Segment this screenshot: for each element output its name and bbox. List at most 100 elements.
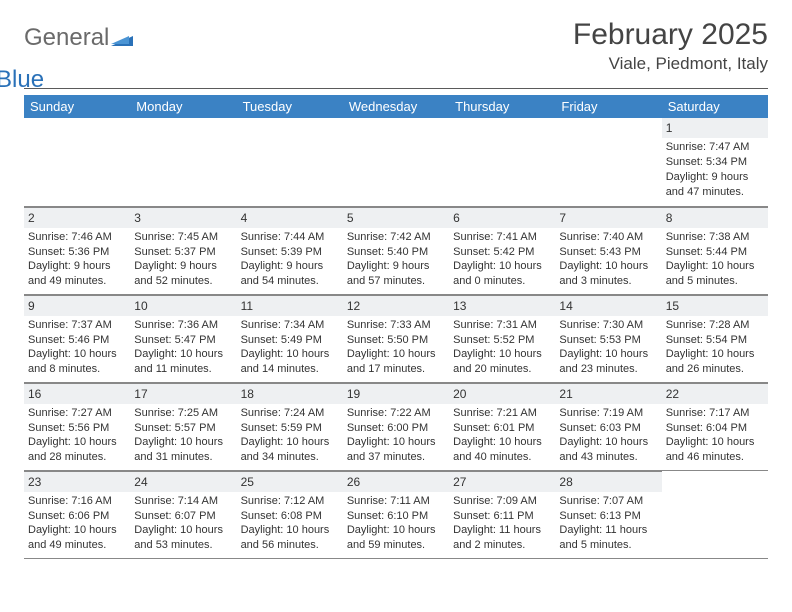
sunset-line: Sunset: 5:59 PM bbox=[241, 421, 339, 436]
calendar-body: 1Sunrise: 7:47 AMSunset: 5:34 PMDaylight… bbox=[24, 118, 768, 558]
day-number: 21 bbox=[555, 383, 661, 404]
day-number: 14 bbox=[555, 295, 661, 316]
day-number: 22 bbox=[662, 383, 768, 404]
calendar-week: 16Sunrise: 7:27 AMSunset: 5:56 PMDayligh… bbox=[24, 382, 768, 470]
day-details: Sunrise: 7:22 AMSunset: 6:00 PMDaylight:… bbox=[343, 404, 449, 469]
daylight-line: Daylight: 10 hours and 28 minutes. bbox=[28, 435, 126, 465]
brand-part1: General bbox=[24, 24, 109, 52]
calendar-cell: 21Sunrise: 7:19 AMSunset: 6:03 PMDayligh… bbox=[555, 382, 661, 470]
day-details: Sunrise: 7:38 AMSunset: 5:44 PMDaylight:… bbox=[662, 228, 768, 293]
daylight-line: Daylight: 10 hours and 5 minutes. bbox=[666, 259, 764, 289]
calendar-cell: 2Sunrise: 7:46 AMSunset: 5:36 PMDaylight… bbox=[24, 206, 130, 294]
day-details: Sunrise: 7:31 AMSunset: 5:52 PMDaylight:… bbox=[449, 316, 555, 381]
calendar-cell: 25Sunrise: 7:12 AMSunset: 6:08 PMDayligh… bbox=[237, 470, 343, 558]
day-details: Sunrise: 7:40 AMSunset: 5:43 PMDaylight:… bbox=[555, 228, 661, 293]
sunrise-line: Sunrise: 7:45 AM bbox=[134, 230, 232, 245]
day-number: 23 bbox=[24, 471, 130, 492]
weekday-header-row: SundayMondayTuesdayWednesdayThursdayFrid… bbox=[24, 95, 768, 118]
sunrise-line: Sunrise: 7:24 AM bbox=[241, 406, 339, 421]
day-details: Sunrise: 7:44 AMSunset: 5:39 PMDaylight:… bbox=[237, 228, 343, 293]
sunset-line: Sunset: 5:39 PM bbox=[241, 245, 339, 260]
calendar-cell: 19Sunrise: 7:22 AMSunset: 6:00 PMDayligh… bbox=[343, 382, 449, 470]
daylight-line: Daylight: 9 hours and 47 minutes. bbox=[666, 170, 764, 200]
day-details: Sunrise: 7:14 AMSunset: 6:07 PMDaylight:… bbox=[130, 492, 236, 557]
day-number: 24 bbox=[130, 471, 236, 492]
calendar-cell: 16Sunrise: 7:27 AMSunset: 5:56 PMDayligh… bbox=[24, 382, 130, 470]
calendar-cell: 3Sunrise: 7:45 AMSunset: 5:37 PMDaylight… bbox=[130, 206, 236, 294]
daylight-line: Daylight: 11 hours and 5 minutes. bbox=[559, 523, 657, 553]
weekday-header: Saturday bbox=[662, 95, 768, 118]
day-number: 9 bbox=[24, 295, 130, 316]
daylight-line: Daylight: 10 hours and 46 minutes. bbox=[666, 435, 764, 465]
day-number: 13 bbox=[449, 295, 555, 316]
day-number: 17 bbox=[130, 383, 236, 404]
day-number: 15 bbox=[662, 295, 768, 316]
flag-icon bbox=[111, 30, 133, 46]
day-number: 18 bbox=[237, 383, 343, 404]
daylight-line: Daylight: 10 hours and 40 minutes. bbox=[453, 435, 551, 465]
day-details: Sunrise: 7:30 AMSunset: 5:53 PMDaylight:… bbox=[555, 316, 661, 381]
calendar-cell bbox=[662, 470, 768, 558]
day-details: Sunrise: 7:42 AMSunset: 5:40 PMDaylight:… bbox=[343, 228, 449, 293]
sunrise-line: Sunrise: 7:27 AM bbox=[28, 406, 126, 421]
sunset-line: Sunset: 6:03 PM bbox=[559, 421, 657, 436]
day-number: 20 bbox=[449, 383, 555, 404]
calendar-cell: 9Sunrise: 7:37 AMSunset: 5:46 PMDaylight… bbox=[24, 294, 130, 382]
sunrise-line: Sunrise: 7:42 AM bbox=[347, 230, 445, 245]
sunset-line: Sunset: 5:53 PM bbox=[559, 333, 657, 348]
daylight-line: Daylight: 9 hours and 54 minutes. bbox=[241, 259, 339, 289]
sunrise-line: Sunrise: 7:11 AM bbox=[347, 494, 445, 509]
sunrise-line: Sunrise: 7:36 AM bbox=[134, 318, 232, 333]
day-details: Sunrise: 7:47 AMSunset: 5:34 PMDaylight:… bbox=[662, 138, 768, 203]
calendar-cell bbox=[237, 118, 343, 206]
calendar-week: 23Sunrise: 7:16 AMSunset: 6:06 PMDayligh… bbox=[24, 470, 768, 558]
calendar-cell bbox=[24, 118, 130, 206]
sunset-line: Sunset: 5:44 PM bbox=[666, 245, 764, 260]
daylight-line: Daylight: 9 hours and 49 minutes. bbox=[28, 259, 126, 289]
weekday-header: Friday bbox=[555, 95, 661, 118]
day-number: 4 bbox=[237, 207, 343, 228]
sunset-line: Sunset: 6:00 PM bbox=[347, 421, 445, 436]
daylight-line: Daylight: 10 hours and 17 minutes. bbox=[347, 347, 445, 377]
daylight-line: Daylight: 10 hours and 59 minutes. bbox=[347, 523, 445, 553]
daylight-line: Daylight: 10 hours and 14 minutes. bbox=[241, 347, 339, 377]
day-number: 19 bbox=[343, 383, 449, 404]
daylight-line: Daylight: 9 hours and 57 minutes. bbox=[347, 259, 445, 289]
sunset-line: Sunset: 6:10 PM bbox=[347, 509, 445, 524]
header-divider bbox=[24, 88, 768, 89]
calendar-cell: 1Sunrise: 7:47 AMSunset: 5:34 PMDaylight… bbox=[662, 118, 768, 206]
daylight-line: Daylight: 10 hours and 3 minutes. bbox=[559, 259, 657, 289]
calendar-cell: 13Sunrise: 7:31 AMSunset: 5:52 PMDayligh… bbox=[449, 294, 555, 382]
weekday-header: Monday bbox=[130, 95, 236, 118]
sunset-line: Sunset: 6:04 PM bbox=[666, 421, 764, 436]
calendar-cell: 27Sunrise: 7:09 AMSunset: 6:11 PMDayligh… bbox=[449, 470, 555, 558]
day-details: Sunrise: 7:36 AMSunset: 5:47 PMDaylight:… bbox=[130, 316, 236, 381]
calendar-cell bbox=[130, 118, 236, 206]
calendar-table: SundayMondayTuesdayWednesdayThursdayFrid… bbox=[24, 95, 768, 559]
title-block: February 2025 Viale, Piedmont, Italy bbox=[573, 18, 768, 74]
day-number: 6 bbox=[449, 207, 555, 228]
weekday-header: Thursday bbox=[449, 95, 555, 118]
day-details: Sunrise: 7:16 AMSunset: 6:06 PMDaylight:… bbox=[24, 492, 130, 557]
day-details: Sunrise: 7:37 AMSunset: 5:46 PMDaylight:… bbox=[24, 316, 130, 381]
weekday-header: Tuesday bbox=[237, 95, 343, 118]
day-details: Sunrise: 7:27 AMSunset: 5:56 PMDaylight:… bbox=[24, 404, 130, 469]
calendar-cell: 17Sunrise: 7:25 AMSunset: 5:57 PMDayligh… bbox=[130, 382, 236, 470]
daylight-line: Daylight: 10 hours and 56 minutes. bbox=[241, 523, 339, 553]
sunset-line: Sunset: 6:11 PM bbox=[453, 509, 551, 524]
daylight-line: Daylight: 10 hours and 49 minutes. bbox=[28, 523, 126, 553]
day-details: Sunrise: 7:21 AMSunset: 6:01 PMDaylight:… bbox=[449, 404, 555, 469]
daylight-line: Daylight: 10 hours and 53 minutes. bbox=[134, 523, 232, 553]
calendar-cell: 24Sunrise: 7:14 AMSunset: 6:07 PMDayligh… bbox=[130, 470, 236, 558]
sunrise-line: Sunrise: 7:28 AM bbox=[666, 318, 764, 333]
day-number: 2 bbox=[24, 207, 130, 228]
sunset-line: Sunset: 5:46 PM bbox=[28, 333, 126, 348]
day-details: Sunrise: 7:12 AMSunset: 6:08 PMDaylight:… bbox=[237, 492, 343, 557]
day-details: Sunrise: 7:11 AMSunset: 6:10 PMDaylight:… bbox=[343, 492, 449, 557]
sunset-line: Sunset: 5:47 PM bbox=[134, 333, 232, 348]
sunset-line: Sunset: 5:49 PM bbox=[241, 333, 339, 348]
day-details: Sunrise: 7:07 AMSunset: 6:13 PMDaylight:… bbox=[555, 492, 661, 557]
day-number: 11 bbox=[237, 295, 343, 316]
month-year: February 2025 bbox=[573, 18, 768, 52]
daylight-line: Daylight: 10 hours and 0 minutes. bbox=[453, 259, 551, 289]
